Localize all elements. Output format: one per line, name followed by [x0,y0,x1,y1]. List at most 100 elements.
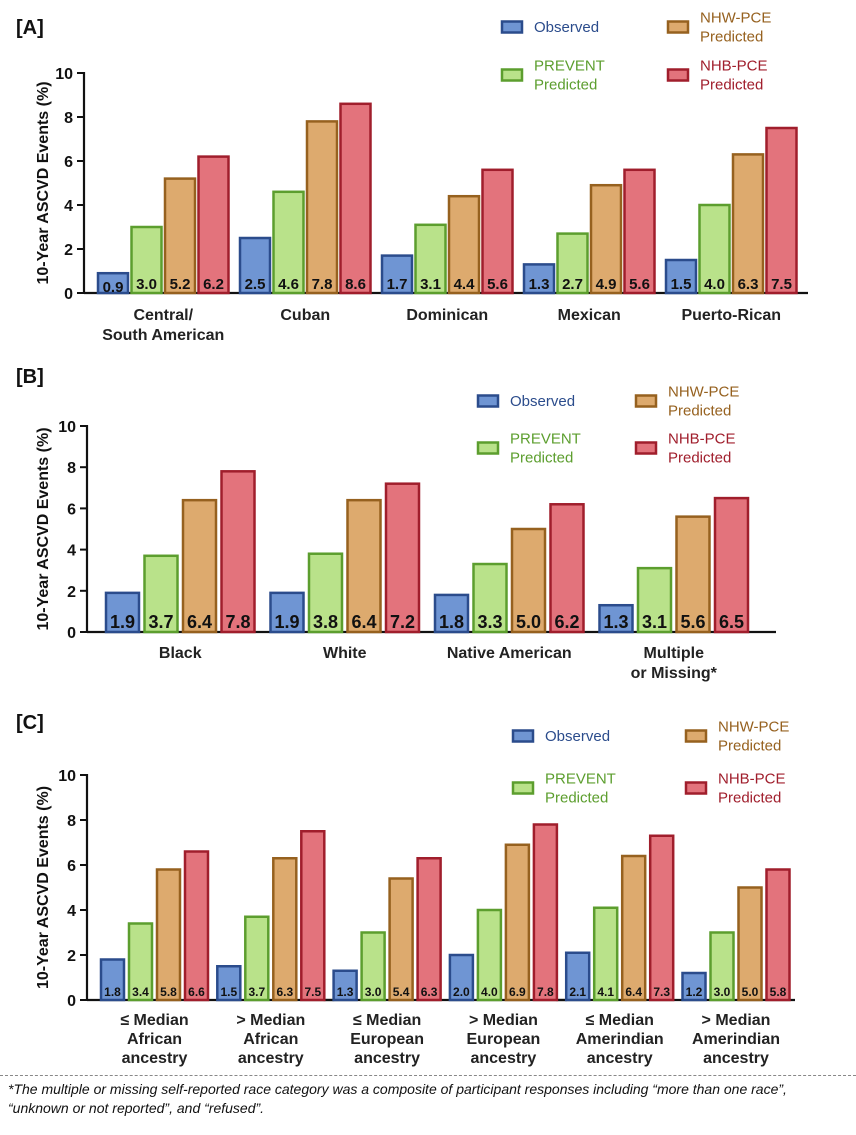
panel-B-bar-value-label: 1.9 [274,612,299,632]
panel-B-category-label: Native American [447,645,572,662]
panel-A-bar-prevent [556,232,589,295]
panel-B-bar-observed [269,591,305,634]
panel-A-bar-nhw [731,153,765,295]
panel-A-y-tick-label: 2 [64,242,73,259]
panel-A-bar-nhb [481,168,514,295]
panel-A-bar-nhb [765,126,798,295]
panel-B-y-axis-label: 10-Year ASCVD Events (%) [35,427,52,630]
panel-A-bar-value-label: 8.6 [345,276,366,293]
panel-C-bar-value-label: 2.1 [569,985,586,999]
panel-A-bar-nhb [623,168,656,295]
panel-C-legend-label-nhb: NHB-PCE [718,771,786,788]
panel-C-bar-prevent [476,908,503,1002]
panel-C-y-tick-label: 8 [67,813,76,830]
panel-C-bar-value-label: 6.6 [188,985,205,999]
panel-C-category-label: ≤ Median [586,1012,654,1029]
panel-C-bar-value-label: 6.9 [509,985,526,999]
panel-C-category-label: European [467,1031,541,1048]
panel-A-bar-value-label: 7.5 [771,276,792,293]
panel-C-bar-value-label: 3.0 [714,985,731,999]
panel-B-bar-value-label: 6.5 [719,612,744,632]
panel-C-y-tick-label: 6 [67,858,76,875]
panel-A-legend-swatch-nhb [666,68,690,82]
panel-B-legend-label-prevent: PREVENT [510,431,581,448]
panel-A-bar-value-label: 1.5 [671,276,692,293]
panel-A-y-tick-label: 8 [64,110,73,127]
panel-B-bar-prevent [472,562,508,634]
panel-B-bar-value-label: 3.8 [313,612,338,632]
panel-B-bar-value-label: 6.4 [187,612,212,632]
panel-C-category-label: > Median [469,1012,538,1029]
panel-B-y-tick-label: 8 [67,460,76,477]
panel-C-category-label: ancestry [587,1050,653,1067]
panel-C-label: [C] [16,712,44,734]
panel-C-bar-nhb [648,834,675,1002]
panel-B-bar-value-label: 7.2 [390,612,415,632]
panel-C-bar-value-label: 6.3 [276,985,293,999]
panel-C-bar-prevent [592,906,619,1002]
panel-C-y-tick-label: 4 [67,903,76,920]
panel-A-y-tick-label: 0 [64,286,73,303]
panel-A-y-tick-label: 10 [55,66,73,83]
panel-B-legend-label-observed: Observed [510,393,575,410]
panel-A-bar-observed [380,254,414,295]
panel-C-bar-value-label: 1.5 [220,985,237,999]
panel-C-category-label: Amerindian [576,1031,664,1048]
panel-B-bar-value-label: 3.7 [148,612,173,632]
panel-C-bar-value-label: 2.0 [453,985,470,999]
chart-figure: [A] 10-Year ASCVD Events (%) 0 2 4 6 8 10 0.9 3.0… [16,10,808,1067]
panel-B-legend-label-prevent: Predicted [510,450,573,467]
panel-B-bar-observed [104,591,141,634]
panel-B-legend-label-nhb: NHB-PCE [668,431,736,448]
panel-C-bar-value-label: 4.1 [597,985,614,999]
panel-A-legend-label-nhb: Predicted [700,77,763,94]
panel-A-bar-value-label: 3.0 [136,276,157,293]
panel-C-bar-observed [448,953,475,1002]
panel-B-bar-prevent [307,552,344,634]
panel-A-bar-nhb [197,155,230,295]
panel-C-bar-value-label: 5.8 [160,985,177,999]
panel-C-bar-value-label: 4.0 [481,985,498,999]
panel-C-bar-value-label: 7.3 [653,985,670,999]
panel-A-bar-prevent [272,190,305,295]
panel-B-bar-value-label: 7.8 [225,612,250,632]
panel-C-bar-nhw [388,877,414,1002]
panel-B-bar-value-label: 6.2 [554,612,579,632]
panel-A-bar-value-label: 3.1 [420,276,441,293]
panel-C-y-axis-label: 10-Year ASCVD Events (%) [35,786,52,989]
panel-B-bar-value-label: 1.3 [603,612,628,632]
panel-B-bar-nhb [384,482,421,634]
panel-A-legend-swatch-prevent [500,68,524,82]
panel-B-y-tick-label: 0 [67,625,76,642]
panel-A-bar-value-label: 5.6 [487,276,508,293]
panel-A-y-tick-label: 6 [64,154,73,171]
panel-A-bar-prevent [130,225,163,295]
panel-A-bar-value-label: 1.3 [529,276,550,293]
panel-B-legend-label-nhb: Predicted [668,450,731,467]
panel-A-bar-value-label: 2.7 [562,276,583,293]
panel-C-category-label: ancestry [238,1050,304,1067]
panel-C-bar-value-label: 5.0 [742,985,759,999]
panel-A-bar-nhw [589,183,623,295]
panel-C-category-label: ancestry [470,1050,536,1067]
panel-C-bar-observed [681,971,707,1002]
panel-A-category-label: Cuban [280,307,330,324]
panel-C-category-label: Amerindian [692,1031,780,1048]
panel-C-bar-prevent [244,915,270,1002]
panel-C-bar-nhb [183,850,210,1002]
panel-B-legend-swatch-prevent [476,441,500,455]
panel-C-category-label: ≤ Median [353,1012,421,1029]
panel-A-category-label: Dominican [406,307,488,324]
panel-C-bar-value-label: 1.3 [337,985,354,999]
panel-A-bar-value-label: 5.6 [629,276,650,293]
panel-C-bar-value-label: 3.7 [248,985,265,999]
panel-A-bar-value-label: 4.4 [454,276,476,293]
panel-A-legend-swatch-nhw [666,20,690,34]
panel-C-legend-label-nhw: Predicted [718,738,781,755]
panel-A-bar-observed [238,236,272,295]
panel-C-bar-nhw [737,886,763,1002]
panel-C-legend-label-prevent: Predicted [545,790,608,807]
panel-B-bar-value-label: 1.8 [439,612,464,632]
footnote-divider [0,1075,856,1076]
panel-A-bar-value-label: 7.8 [312,276,333,293]
